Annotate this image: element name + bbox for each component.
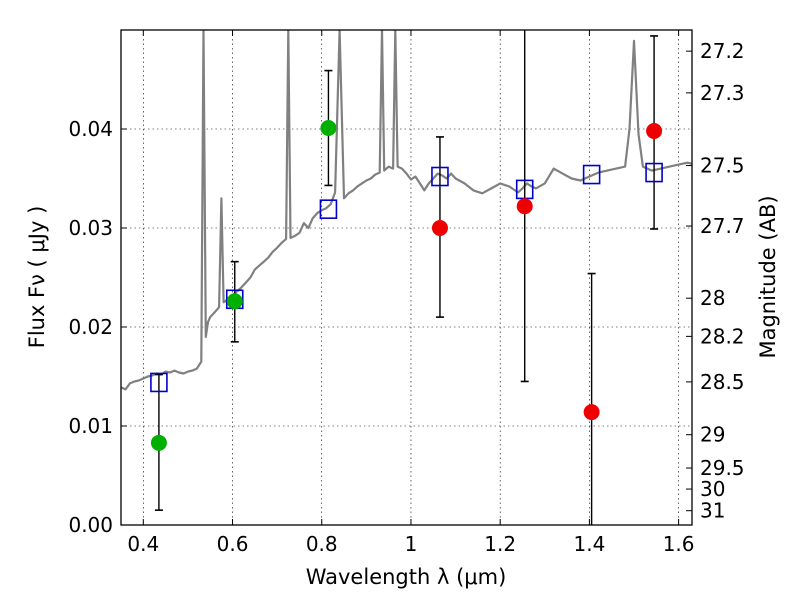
spectrum-line — [121, 30, 692, 391]
right-tick-label: 29 — [700, 423, 725, 447]
x-tick-label: 1.4 — [573, 532, 605, 556]
grid-lines — [121, 30, 692, 526]
plot-frame — [120, 29, 693, 526]
y-axis-label: Flux Fν ( μJy ) — [25, 206, 49, 349]
y-tick-label: 0.01 — [68, 414, 113, 438]
x-tick-label: 1.6 — [663, 532, 695, 556]
model-point — [150, 372, 168, 393]
red-data-point — [646, 122, 663, 139]
right-tick-label: 30 — [700, 477, 725, 501]
x-tick-label: 0.6 — [217, 532, 249, 556]
right-tick-label: 28.5 — [700, 370, 745, 394]
model-point — [431, 166, 449, 187]
y-tick-label: 0.00 — [68, 513, 113, 537]
y-tick-label: 0.04 — [68, 117, 113, 141]
red-data-point — [431, 220, 448, 236]
y-tick-label: 0.03 — [68, 216, 113, 240]
model-point — [582, 164, 601, 185]
right-tick-label: 29.5 — [700, 456, 745, 480]
model-point — [645, 162, 663, 183]
right-tick-label: 28 — [700, 286, 725, 310]
y-tick-label: 0.02 — [68, 315, 113, 339]
right-tick-label: 28.2 — [700, 324, 745, 348]
model-point — [319, 199, 338, 219]
x-tick-label: 0.4 — [127, 532, 159, 556]
green-data-point — [150, 434, 167, 451]
red-data-point — [583, 404, 600, 421]
right-axis-label: Magnitude (AB) — [756, 195, 780, 358]
x-tick-label: 1.2 — [484, 532, 516, 556]
x-tick-label: 1 — [405, 532, 418, 556]
right-tick-label: 27.2 — [700, 39, 745, 63]
right-tick-label: 27.7 — [700, 214, 745, 238]
x-axis-label: Wavelength λ (μm) — [306, 565, 507, 589]
right-tick-label: 27.3 — [700, 81, 745, 105]
right-tick-label: 31 — [700, 499, 725, 523]
axis-ticks: 0.4 0.6 0.8 1 1.2 1.4 1.6 0.00 0.01 0.02 0.03 0.04 2… — [68, 30, 745, 556]
red-data-point — [516, 198, 533, 215]
green-data-point — [226, 293, 243, 310]
plot-area — [121, 30, 692, 525]
green-data-point — [320, 120, 337, 137]
x-tick-label: 0.8 — [306, 532, 338, 556]
right-tick-label: 27.5 — [700, 154, 745, 178]
